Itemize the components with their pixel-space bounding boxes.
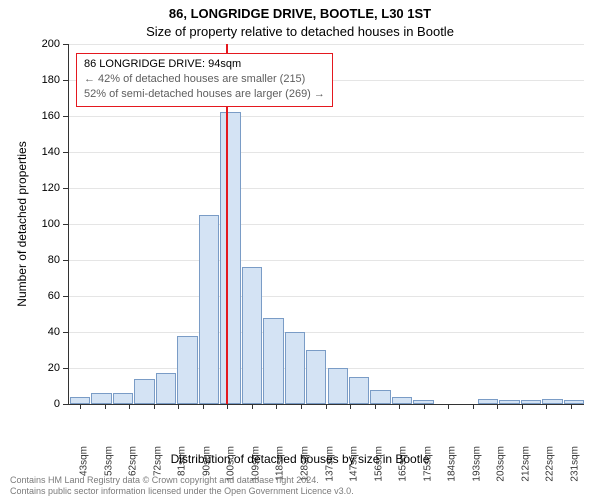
- y-tick-label: 180: [42, 74, 60, 86]
- y-tick-label: 60: [48, 290, 60, 302]
- y-tick-mark: [63, 80, 68, 81]
- histogram-bar: [521, 400, 541, 404]
- x-tick-mark: [276, 404, 277, 409]
- histogram-bar: [156, 373, 176, 404]
- x-tick-mark: [399, 404, 400, 409]
- y-axis-label: Number of detached properties: [15, 141, 29, 306]
- chart-container: 86, LONGRIDGE DRIVE, BOOTLE, L30 1ST Siz…: [0, 0, 600, 500]
- histogram-bar: [328, 368, 348, 404]
- chart-subtitle: Size of property relative to detached ho…: [0, 24, 600, 39]
- gridline: [69, 332, 584, 333]
- histogram-bar: [177, 336, 197, 404]
- histogram-bar: [564, 400, 584, 404]
- histogram-bar: [113, 393, 133, 404]
- y-tick-label: 160: [42, 110, 60, 122]
- y-tick-label: 80: [48, 254, 60, 266]
- histogram-bar: [392, 397, 412, 404]
- x-tick-mark: [80, 404, 81, 409]
- x-tick-mark: [546, 404, 547, 409]
- gridline: [69, 368, 584, 369]
- y-tick-mark: [63, 116, 68, 117]
- y-tick-label: 20: [48, 362, 60, 374]
- y-tick-mark: [63, 260, 68, 261]
- x-tick-mark: [473, 404, 474, 409]
- reference-info-box: 86 LONGRIDGE DRIVE: 94sqm ← 42% of detac…: [76, 53, 333, 107]
- gridline: [69, 152, 584, 153]
- y-tick-mark: [63, 224, 68, 225]
- histogram-bar: [285, 332, 305, 404]
- histogram-bar: [91, 393, 111, 404]
- x-tick-mark: [497, 404, 498, 409]
- y-tick-label: 0: [54, 398, 60, 410]
- x-tick-mark: [424, 404, 425, 409]
- histogram-bar: [263, 318, 283, 404]
- footer-attribution: Contains HM Land Registry data © Crown c…: [10, 475, 354, 497]
- y-tick-mark: [63, 368, 68, 369]
- y-tick-label: 140: [42, 146, 60, 158]
- histogram-bar: [70, 397, 90, 404]
- info-line-property: 86 LONGRIDGE DRIVE: 94sqm: [84, 57, 325, 72]
- histogram-bar: [370, 390, 390, 404]
- x-tick-mark: [375, 404, 376, 409]
- y-tick-mark: [63, 152, 68, 153]
- gridline: [69, 116, 584, 117]
- y-tick-mark: [63, 332, 68, 333]
- footer-line2: Contains public sector information licen…: [10, 486, 354, 497]
- info-line-larger: 52% of semi-detached houses are larger (…: [84, 87, 325, 102]
- x-tick-mark: [522, 404, 523, 409]
- y-tick-label: 120: [42, 182, 60, 194]
- histogram-bar: [349, 377, 369, 404]
- y-tick-mark: [63, 296, 68, 297]
- y-tick-label: 200: [42, 38, 60, 50]
- x-tick-mark: [105, 404, 106, 409]
- histogram-bar: [478, 399, 498, 404]
- gridline: [69, 188, 584, 189]
- histogram-bar: [134, 379, 154, 404]
- x-tick-mark: [252, 404, 253, 409]
- x-tick-mark: [154, 404, 155, 409]
- histogram-bar: [499, 400, 519, 404]
- y-tick-label: 40: [48, 326, 60, 338]
- x-tick-mark: [227, 404, 228, 409]
- histogram-bar: [199, 215, 219, 404]
- x-tick-mark: [326, 404, 327, 409]
- info-line-smaller: ← 42% of detached houses are smaller (21…: [84, 72, 325, 87]
- x-tick-mark: [350, 404, 351, 409]
- histogram-bar: [220, 112, 240, 404]
- footer-line1: Contains HM Land Registry data © Crown c…: [10, 475, 354, 486]
- histogram-bar: [542, 399, 562, 404]
- gridline: [69, 44, 584, 45]
- x-tick-mark: [301, 404, 302, 409]
- x-tick-mark: [178, 404, 179, 409]
- y-tick-mark: [63, 44, 68, 45]
- x-tick-mark: [203, 404, 204, 409]
- y-tick-mark: [63, 188, 68, 189]
- histogram-bar: [242, 267, 262, 404]
- gridline: [69, 260, 584, 261]
- histogram-bar: [306, 350, 326, 404]
- gridline: [69, 224, 584, 225]
- y-tick-label: 100: [42, 218, 60, 230]
- x-tick-mark: [571, 404, 572, 409]
- y-tick-mark: [63, 404, 68, 405]
- x-axis-label: Distribution of detached houses by size …: [0, 452, 600, 466]
- gridline: [69, 296, 584, 297]
- x-tick-mark: [448, 404, 449, 409]
- chart-title-address: 86, LONGRIDGE DRIVE, BOOTLE, L30 1ST: [0, 6, 600, 21]
- x-tick-mark: [129, 404, 130, 409]
